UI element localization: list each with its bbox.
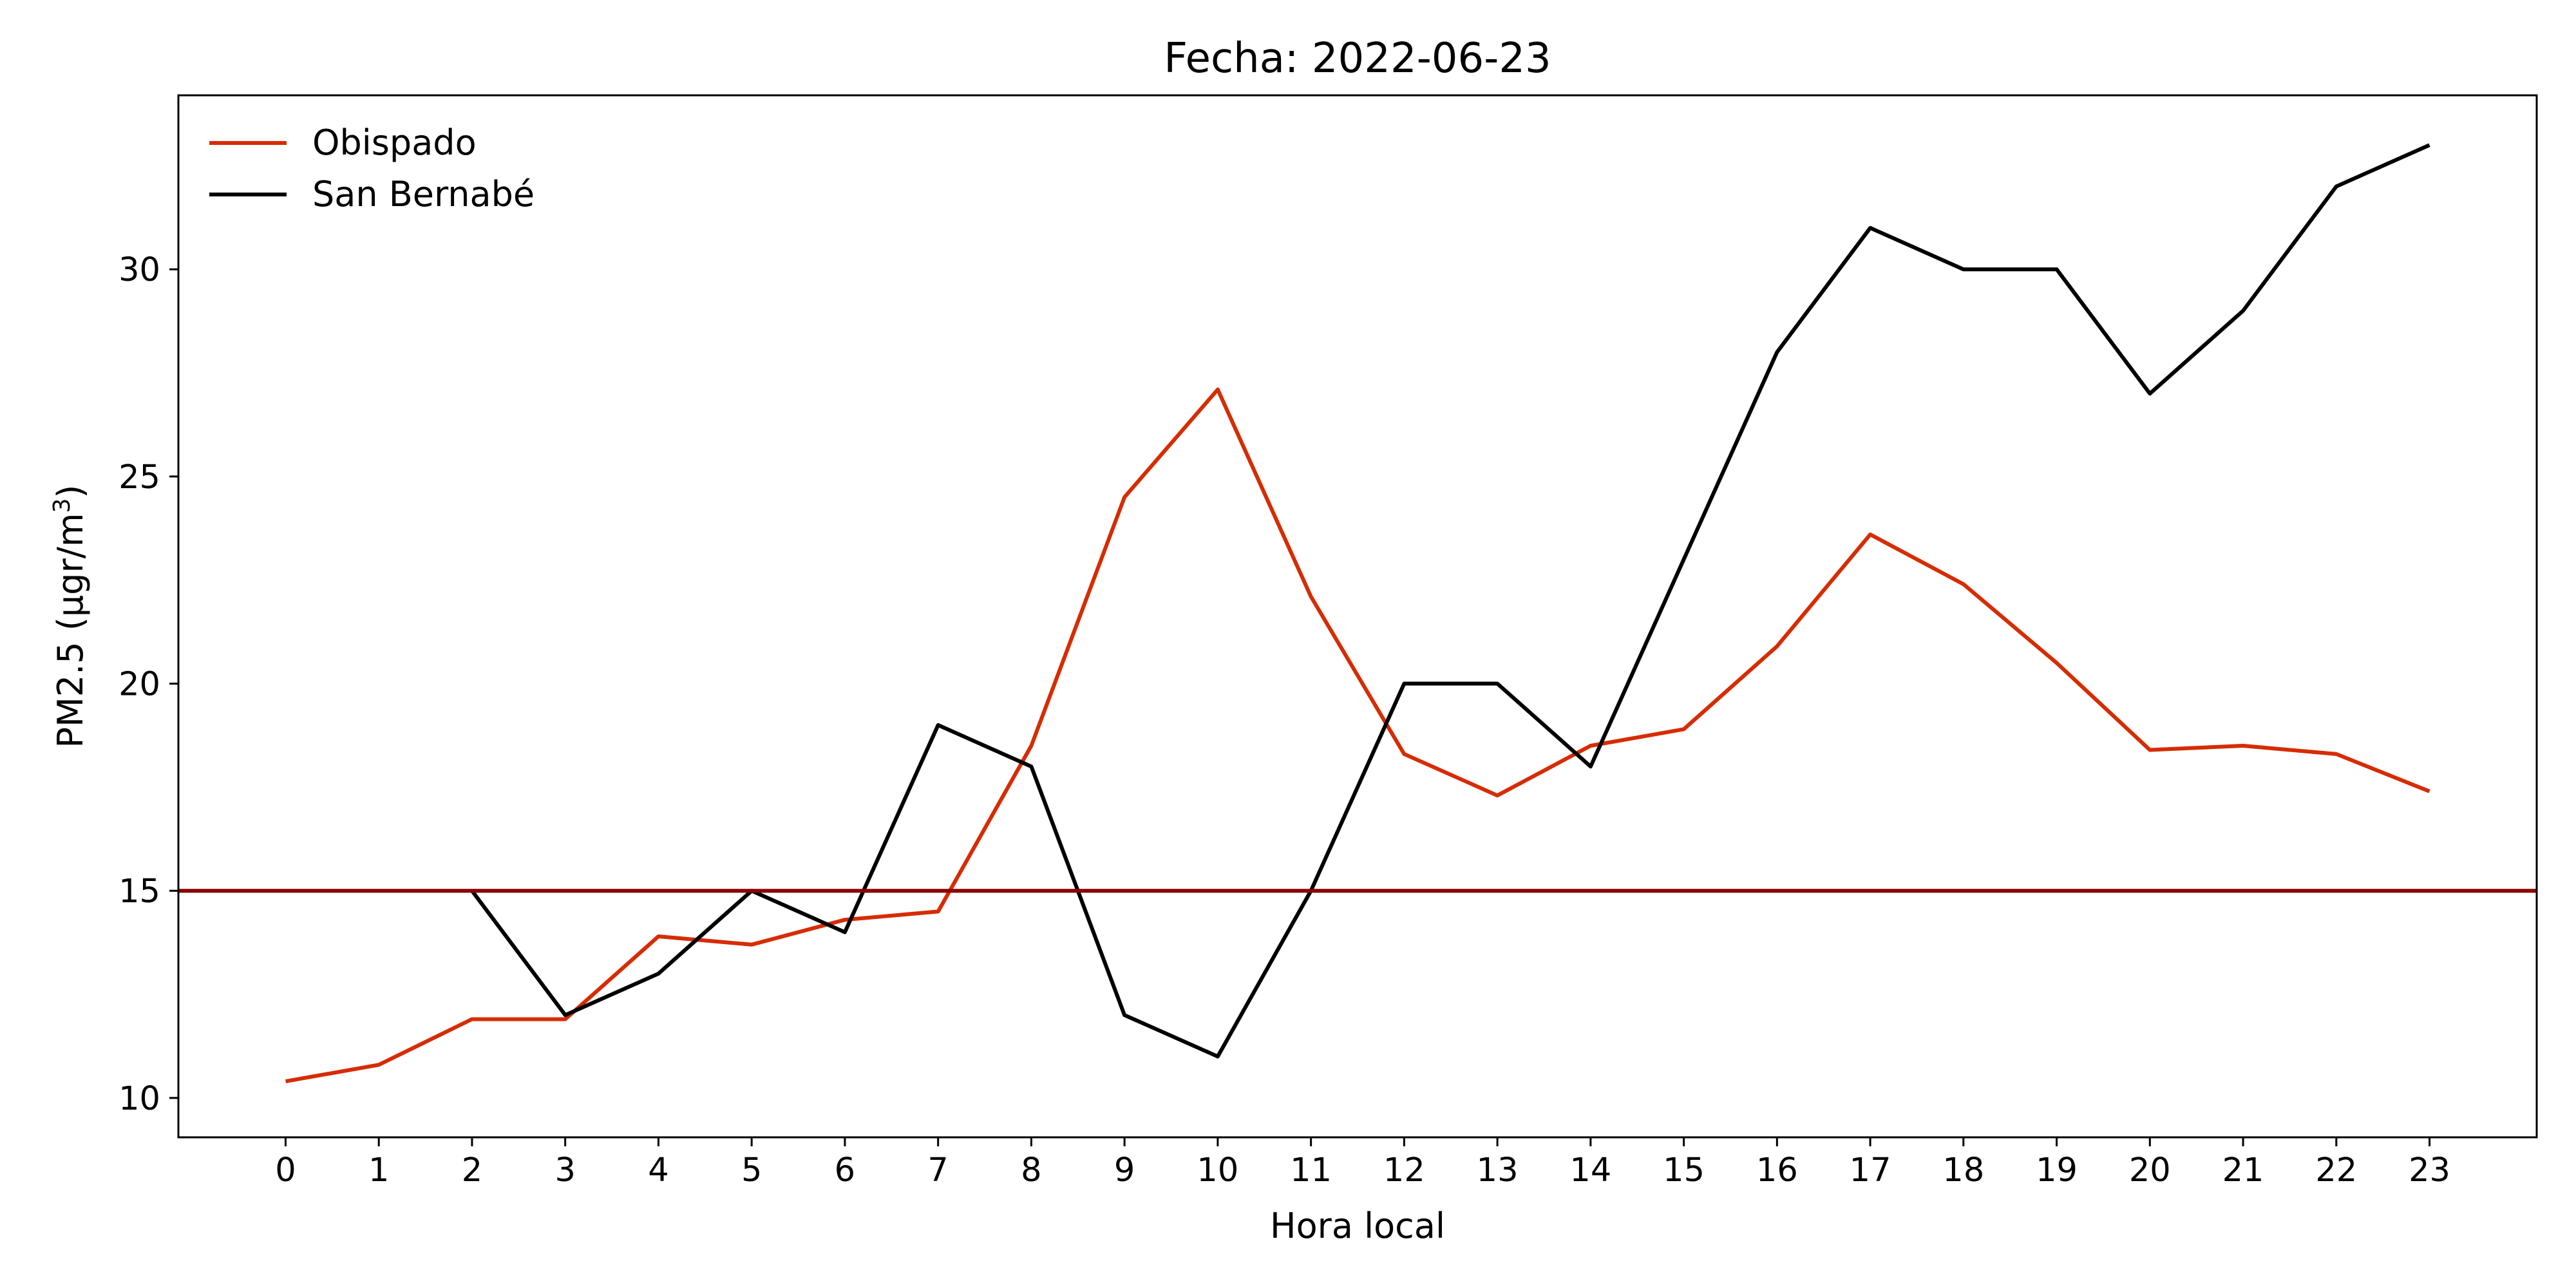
x-axis: 0 1 2 3 4 5 6 7 8 9 10 11 12 13 14 15 16 17 18 19 20 21 22 23: [275, 1137, 2450, 1189]
y-axis-label-superscript: 3: [49, 498, 75, 513]
legend: Obispado San Bernabé: [209, 122, 535, 214]
x-tick-label: 5: [741, 1151, 762, 1189]
series-line-obispado: [285, 387, 2430, 1084]
y-tick-label: 20: [118, 666, 160, 704]
y-axis-label: PM2.5 (μgr/m3): [49, 485, 91, 748]
legend-label-san-bernabe: San Bernabé: [312, 174, 535, 214]
legend-label-obispado: Obispado: [312, 122, 477, 163]
x-tick-label: 1: [368, 1151, 389, 1189]
x-tick-label: 2: [462, 1151, 482, 1189]
x-tick-label: 11: [1290, 1151, 1332, 1189]
plot-area: [178, 143, 2537, 1084]
x-tick-label: 10: [1197, 1151, 1238, 1189]
x-tick-label: 0: [275, 1151, 296, 1189]
series-line-san-bernabe: [470, 143, 2430, 1059]
x-tick-label: 7: [927, 1151, 948, 1189]
x-tick-label: 22: [2315, 1151, 2357, 1189]
x-tick-label: 4: [648, 1151, 668, 1189]
x-tick-label: 17: [1850, 1151, 1891, 1189]
x-tick-label: 14: [1569, 1151, 1611, 1189]
x-tick-label: 20: [2129, 1151, 2171, 1189]
chart-title: Fecha: 2022-06-23: [1164, 35, 1551, 82]
x-tick-label: 19: [2036, 1151, 2078, 1189]
y-tick-label: 10: [118, 1080, 160, 1118]
x-tick-label: 12: [1383, 1151, 1425, 1189]
y-axis-label-close: ): [50, 485, 91, 498]
plot-frame: [177, 94, 2538, 1139]
y-tick-label: 25: [118, 459, 160, 497]
x-tick-label: 21: [2222, 1151, 2264, 1189]
x-tick-label: 3: [554, 1151, 575, 1189]
x-tick-label: 23: [2409, 1151, 2450, 1189]
y-tick-label: 15: [118, 873, 160, 911]
x-tick-label: 16: [1756, 1151, 1798, 1189]
x-tick-label: 13: [1477, 1151, 1519, 1189]
y-axis: 10 15 20 25 30: [118, 251, 178, 1118]
x-tick-label: 18: [1942, 1151, 1984, 1189]
x-axis-label: Hora local: [1270, 1206, 1445, 1246]
y-tick-label: 30: [118, 251, 160, 289]
x-tick-label: 15: [1663, 1151, 1705, 1189]
x-tick-label: 9: [1114, 1151, 1135, 1189]
x-tick-label: 6: [835, 1151, 855, 1189]
x-tick-label: 8: [1021, 1151, 1041, 1189]
y-axis-label-main: PM2.5 (μgr/m: [50, 513, 91, 748]
